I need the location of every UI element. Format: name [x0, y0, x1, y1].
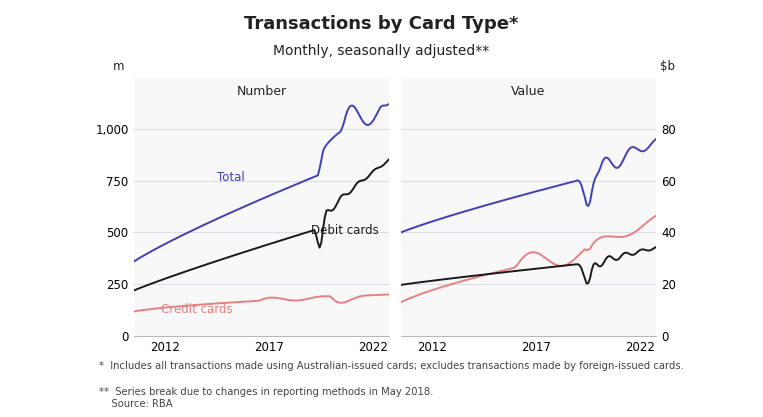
Text: **  Series break due to changes in reporting methods in May 2018.
    Source: RB: ** Series break due to changes in report…	[99, 387, 433, 409]
Text: Monthly, seasonally adjusted**: Monthly, seasonally adjusted**	[273, 44, 490, 58]
Text: Transactions by Card Type*: Transactions by Card Type*	[244, 15, 519, 33]
Text: Number: Number	[237, 85, 286, 98]
Text: Credit cards: Credit cards	[161, 303, 232, 317]
Text: Value: Value	[511, 85, 546, 98]
Text: Debit cards: Debit cards	[311, 224, 378, 237]
Text: m: m	[112, 60, 124, 73]
Text: $b: $b	[660, 60, 675, 73]
Text: *  Includes all transactions made using Australian-issued cards; excludes transa: * Includes all transactions made using A…	[99, 361, 684, 371]
Text: Total: Total	[217, 171, 245, 183]
